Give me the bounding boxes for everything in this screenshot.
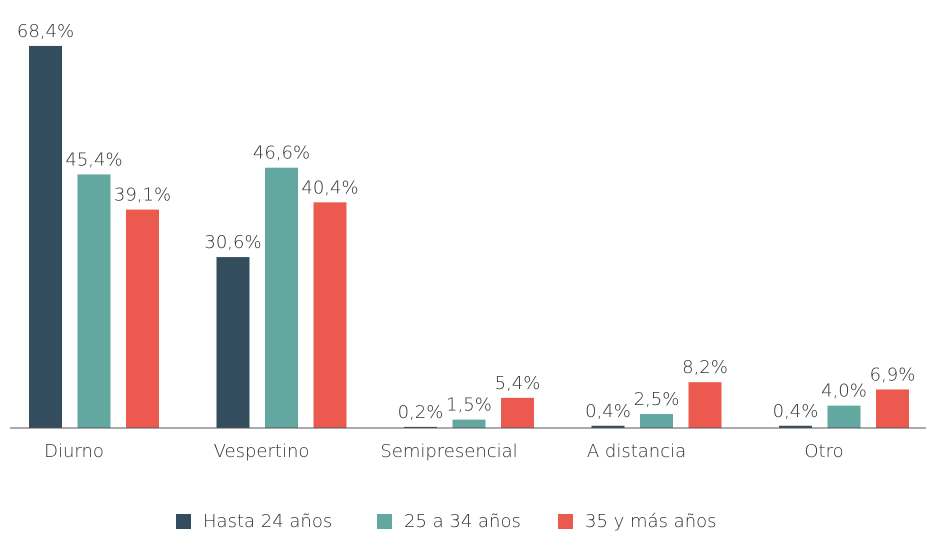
value-label: 1,5% — [446, 395, 492, 416]
bar — [313, 202, 347, 428]
bar — [29, 45, 62, 429]
value-label: 46,6% — [253, 143, 310, 164]
x-tick-label: Vespertino — [214, 441, 310, 462]
legend-swatch — [176, 514, 191, 529]
value-label: 40,4% — [301, 177, 358, 198]
value-label: 6,9% — [870, 364, 916, 385]
bar — [827, 405, 861, 428]
bar — [591, 425, 625, 428]
value-label: 39,1% — [114, 185, 171, 206]
value-label: 8,2% — [682, 357, 728, 378]
legend-swatch — [558, 514, 573, 529]
legend-label: Hasta 24 años — [203, 511, 332, 532]
bar — [876, 389, 909, 428]
x-tick-label: Semipresencial — [380, 441, 517, 462]
bar — [404, 426, 437, 428]
x-tick-label: A distancia — [587, 441, 686, 462]
value-label: 5,4% — [495, 373, 541, 394]
bar — [452, 419, 486, 428]
bar — [126, 209, 159, 428]
bar — [216, 257, 250, 428]
value-label: 4,0% — [821, 381, 867, 402]
bar — [77, 174, 111, 428]
bar — [640, 414, 673, 428]
bar — [265, 167, 298, 428]
legend-label: 35 y más años — [585, 511, 717, 532]
bar — [779, 425, 812, 428]
value-label: 0,4% — [585, 401, 631, 422]
bar — [688, 382, 722, 428]
legend-label: 25 a 34 años — [404, 511, 521, 532]
bar — [501, 397, 534, 428]
x-tick-label: Diurno — [44, 441, 104, 462]
value-label: 68,4% — [17, 21, 74, 42]
value-label: 0,4% — [773, 401, 819, 422]
legend-swatch — [377, 514, 392, 529]
value-label: 45,4% — [65, 149, 122, 170]
value-label: 30,6% — [204, 232, 261, 253]
x-tick-label: Otro — [804, 441, 843, 462]
value-label: 2,5% — [634, 389, 680, 410]
value-label: 0,2% — [398, 402, 444, 423]
